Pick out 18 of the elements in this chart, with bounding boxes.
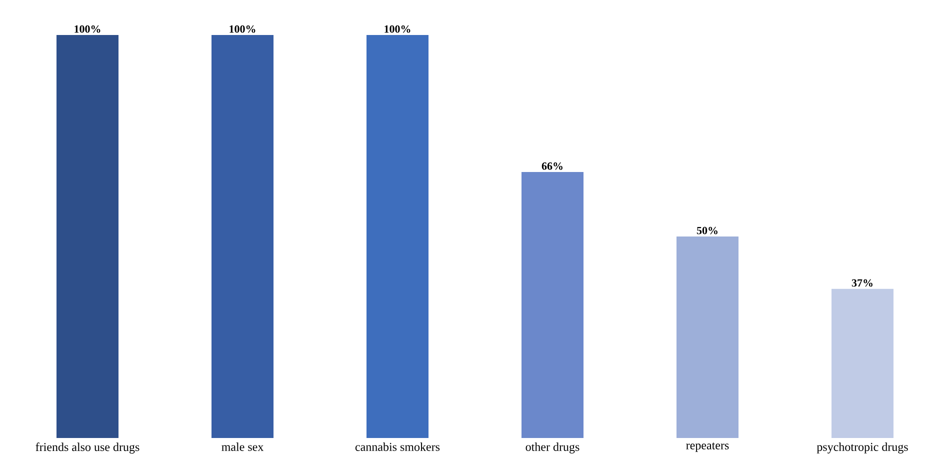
data-label: 66% bbox=[542, 162, 562, 170]
data-label: 37% bbox=[852, 279, 872, 287]
x-tick-label: friends also use drugs bbox=[36, 442, 140, 454]
bar bbox=[366, 35, 429, 438]
bar bbox=[56, 35, 119, 438]
bar bbox=[832, 288, 894, 438]
bar bbox=[522, 172, 584, 438]
data-label: 50% bbox=[696, 226, 718, 234]
bar bbox=[676, 236, 739, 438]
x-tick-label: repeaters bbox=[686, 442, 729, 452]
data-label: 100% bbox=[230, 25, 256, 33]
x-tick-label: male sex bbox=[222, 442, 264, 451]
x-tick-label: other drugs bbox=[526, 442, 580, 454]
bar bbox=[212, 35, 274, 438]
x-tick-label: psychotropic drugs bbox=[816, 442, 908, 454]
data-label: 100% bbox=[74, 25, 100, 33]
x-tick-label: cannabis smokers bbox=[355, 442, 440, 451]
data-label: 100% bbox=[384, 25, 410, 33]
